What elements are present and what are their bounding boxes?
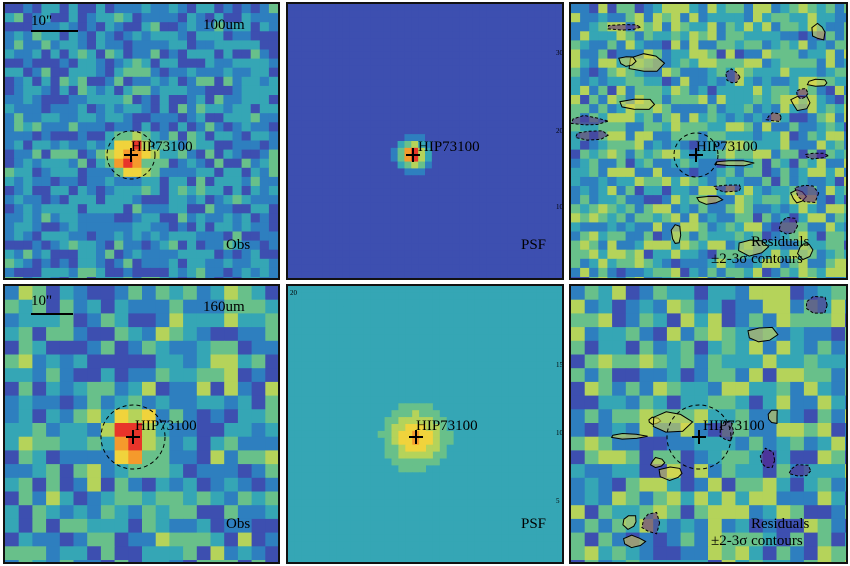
axis-tick-label: 15 (556, 361, 563, 369)
contour (738, 239, 770, 257)
residual-panel-160um: HIP73100 Residuals ±2-3σ contours (569, 284, 848, 564)
aperture-circle (106, 130, 156, 180)
contour (778, 216, 799, 235)
psf-image-160um (288, 286, 562, 562)
psf-panel-100um: HIP73100 PSF 30 20 10 (286, 2, 564, 280)
contour (805, 152, 830, 160)
contour (719, 420, 735, 442)
contour (805, 295, 828, 314)
contour (658, 466, 683, 482)
contour (618, 56, 637, 67)
pixel-grid (5, 4, 278, 278)
contour (765, 112, 782, 122)
axis-tick-label: 30 (556, 49, 563, 57)
contour (795, 87, 809, 100)
corner-label-residuals: Residuals (751, 516, 810, 532)
corner-label-psf: PSF (521, 237, 547, 253)
contour (790, 95, 811, 112)
corner-label-contours: ±2-3σ contours (711, 251, 803, 267)
band-label: 100um (203, 17, 245, 33)
obs-panel-100um: 10" 100um HIP73100 Obs (3, 2, 280, 280)
pixel-grid (288, 4, 562, 278)
contour (796, 243, 814, 261)
contour (622, 515, 637, 531)
contour (725, 68, 741, 84)
aperture-circle (100, 404, 166, 470)
pixel-grid (571, 286, 846, 562)
contour (574, 130, 609, 141)
contour (607, 24, 642, 31)
axis-tick-label: 5 (556, 497, 560, 505)
axis-tick-label: 20 (556, 127, 563, 135)
contour (619, 98, 656, 110)
contour (811, 22, 826, 41)
contour (759, 447, 776, 468)
contour (713, 184, 742, 193)
band-label: 160um (203, 299, 245, 315)
source-label: HIP73100 (416, 418, 478, 434)
residual-image-100um (571, 4, 846, 278)
aperture-circle (673, 132, 719, 178)
obs-panel-160um: 10" 160um HIP73100 Obs (3, 284, 280, 564)
contour (696, 195, 724, 205)
contour (652, 411, 694, 433)
contour (649, 456, 666, 469)
contour (788, 464, 812, 477)
corner-label-residuals: Residuals (751, 234, 810, 250)
source-label: HIP73100 (131, 139, 193, 155)
psf-panel-160um: HIP73100 PSF 20 15 10 5 (286, 284, 564, 564)
contour (610, 432, 648, 440)
source-label: HIP73100 (135, 418, 197, 434)
corner-label-obs: Obs (226, 237, 251, 253)
contour (641, 511, 661, 535)
contour (714, 160, 755, 167)
psf-image-100um (288, 4, 562, 278)
residual-image-160um (571, 286, 846, 562)
residual-panel-100um: HIP73100 Residuals ±2-3σ contours (569, 2, 848, 280)
contour (623, 534, 647, 549)
obs-image-160um (5, 286, 278, 562)
corner-label-contours: ±2-3σ contours (711, 533, 803, 549)
pixel-grid (5, 286, 278, 562)
source-label: HIP73100 (703, 418, 765, 434)
scale-bar-label: 10" (31, 293, 53, 309)
contour (794, 184, 820, 204)
axis-tick-label: 10 (556, 203, 563, 211)
aperture-circle (666, 404, 732, 470)
contour (806, 78, 828, 87)
source-label: HIP73100 (418, 139, 480, 155)
corner-label-psf: PSF (521, 516, 547, 532)
contour (571, 114, 610, 126)
corner-label-obs: Obs (226, 516, 251, 532)
pixel-grid (288, 286, 562, 562)
contour (747, 326, 779, 343)
axis-tick-label: 20 (290, 289, 297, 297)
axis-tick-label: 10 (556, 429, 563, 437)
scale-bar-label: 10" (31, 13, 53, 29)
contour (767, 409, 778, 424)
contour (670, 224, 682, 244)
source-label: HIP73100 (696, 139, 758, 155)
obs-image-100um (5, 4, 278, 278)
